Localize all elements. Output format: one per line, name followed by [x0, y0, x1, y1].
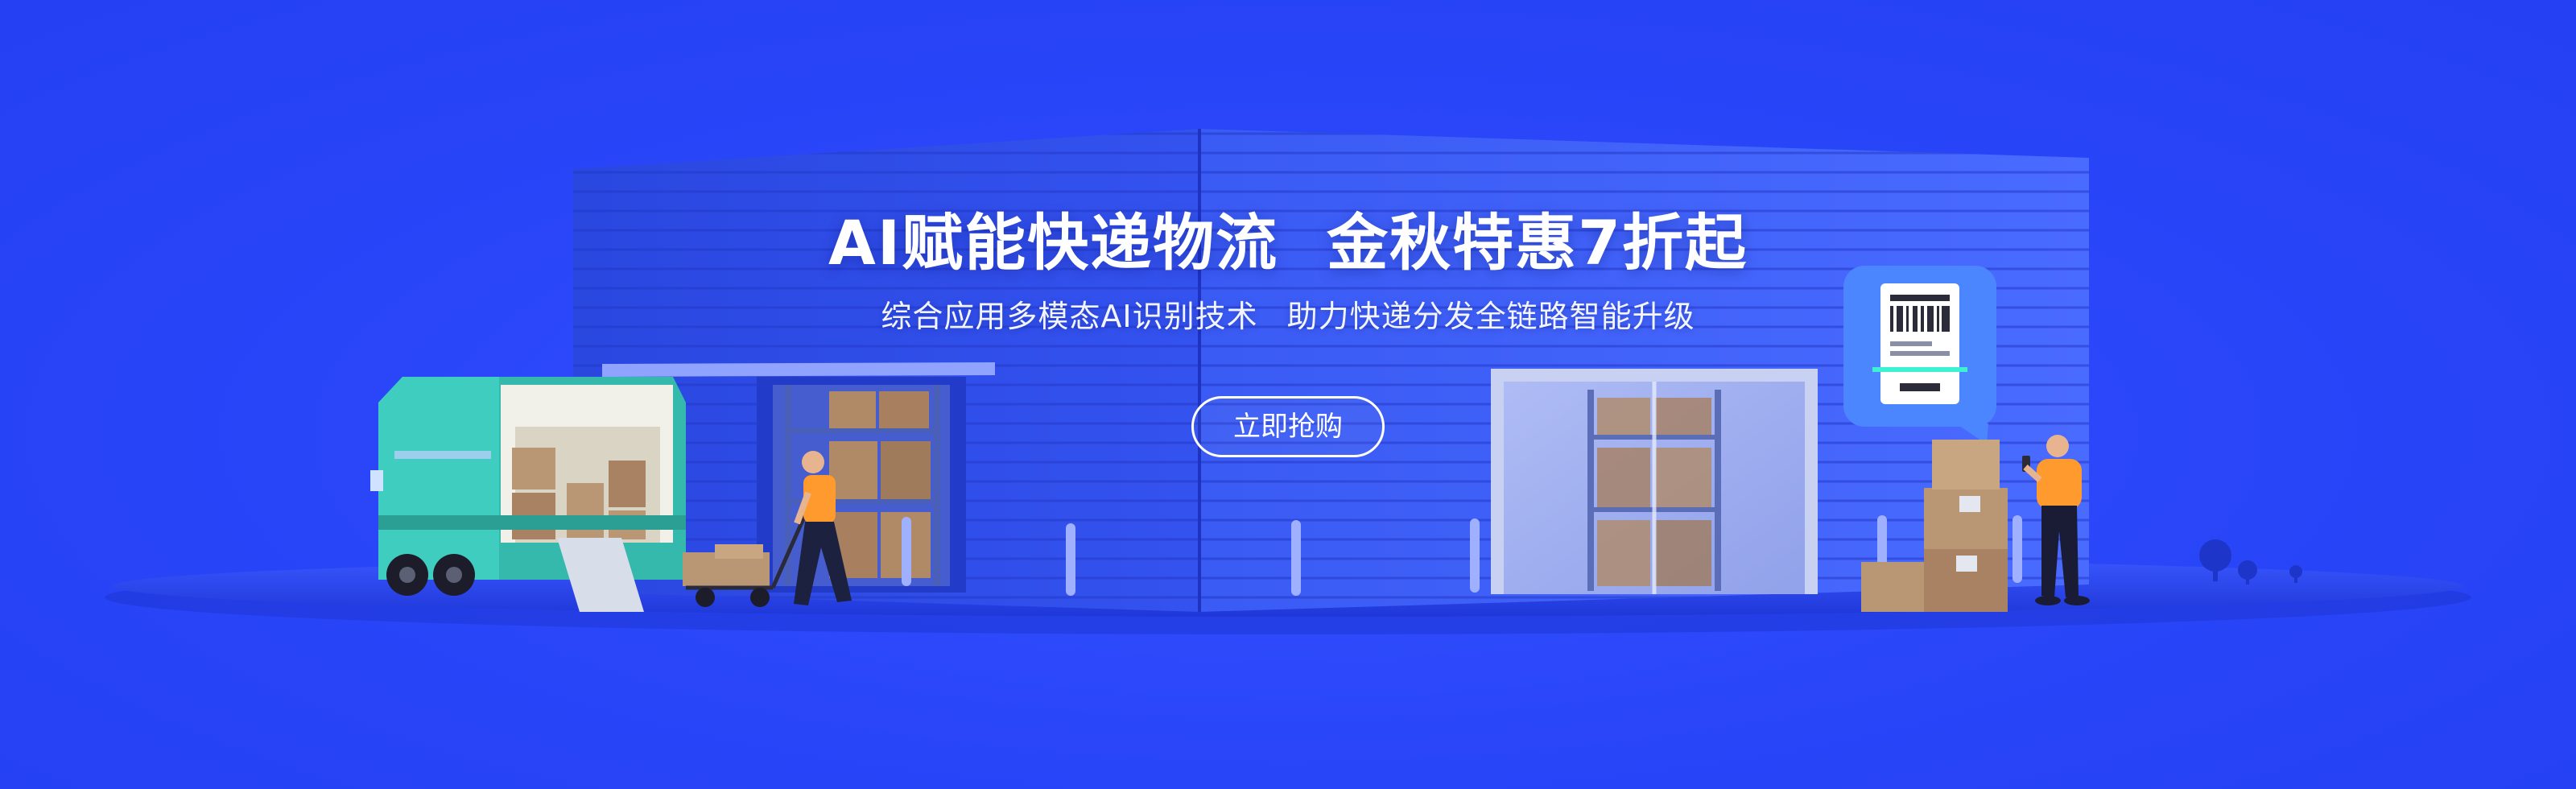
- banner-headline: AI赋能快递物流 金秋特惠7折起: [0, 193, 2576, 282]
- headline-part-2: 金秋特惠7折起: [1327, 193, 1748, 282]
- delivery-truck: [370, 377, 686, 612]
- buy-now-button[interactable]: 立即抢购: [1191, 396, 1385, 457]
- dock-canopy: [602, 362, 995, 377]
- subtitle-part-2: 助力快递分发全链路智能升级: [1287, 299, 1695, 334]
- banner-subtitle: 综合应用多模态AI识别技术 助力快递分发全链路智能升级: [0, 291, 2576, 336]
- subtitle-part-1: 综合应用多模态AI识别技术: [881, 299, 1257, 334]
- headline-part-1: AI赋能快递物流: [828, 193, 1278, 282]
